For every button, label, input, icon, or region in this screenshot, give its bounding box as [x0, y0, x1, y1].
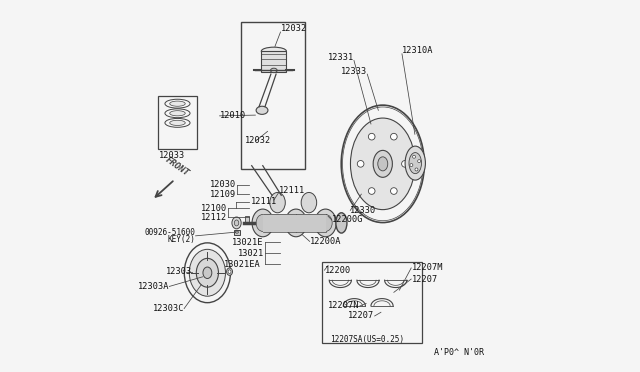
Ellipse shape: [196, 259, 218, 287]
Text: 12303A: 12303A: [138, 282, 170, 291]
Text: 12032: 12032: [280, 24, 307, 33]
Text: 12032: 12032: [244, 137, 271, 145]
Text: 12331: 12331: [328, 53, 354, 62]
Text: KEY(2): KEY(2): [168, 235, 196, 244]
Ellipse shape: [228, 270, 231, 273]
Bar: [245, 216, 250, 223]
Circle shape: [410, 164, 413, 167]
Ellipse shape: [271, 68, 277, 73]
Circle shape: [415, 168, 418, 171]
Text: 12200A: 12200A: [310, 237, 341, 246]
Ellipse shape: [203, 267, 212, 279]
Text: 12330: 12330: [350, 206, 376, 215]
Text: 12030: 12030: [209, 180, 236, 189]
Text: 12100: 12100: [201, 203, 227, 213]
Text: 12010: 12010: [220, 111, 246, 121]
Ellipse shape: [232, 217, 241, 229]
Ellipse shape: [252, 209, 273, 237]
Text: 00926-51600: 00926-51600: [145, 228, 196, 237]
Text: A'P0^ N'0R: A'P0^ N'0R: [434, 349, 484, 357]
Text: 12207N: 12207N: [328, 301, 360, 311]
Text: 12207: 12207: [348, 311, 374, 320]
Bar: [322, 262, 422, 343]
Text: 12303C: 12303C: [152, 304, 184, 313]
Ellipse shape: [285, 209, 307, 237]
Text: 12303: 12303: [166, 267, 192, 276]
Text: 12111: 12111: [251, 197, 277, 206]
Ellipse shape: [236, 231, 239, 233]
Ellipse shape: [336, 213, 347, 233]
Ellipse shape: [170, 111, 185, 116]
Text: FRONT: FRONT: [163, 155, 190, 178]
Ellipse shape: [301, 192, 317, 213]
Text: 12200: 12200: [324, 266, 351, 275]
Text: 12112: 12112: [201, 213, 227, 222]
Ellipse shape: [315, 209, 336, 237]
Ellipse shape: [351, 118, 415, 210]
Ellipse shape: [256, 214, 269, 231]
Ellipse shape: [261, 47, 287, 55]
Ellipse shape: [170, 120, 185, 125]
Bar: [234, 230, 239, 235]
Text: 12109: 12109: [209, 190, 236, 199]
Ellipse shape: [234, 220, 239, 226]
Text: 12111: 12111: [278, 186, 305, 195]
Ellipse shape: [170, 101, 185, 106]
Text: 12207SA(US=0.25): 12207SA(US=0.25): [330, 336, 404, 344]
Bar: [158, 96, 197, 149]
Bar: [261, 51, 287, 71]
Text: 12207: 12207: [412, 275, 438, 283]
Circle shape: [369, 133, 375, 140]
Ellipse shape: [405, 146, 426, 180]
Ellipse shape: [256, 106, 268, 114]
Circle shape: [390, 188, 397, 194]
Text: 12200G: 12200G: [332, 215, 364, 224]
Ellipse shape: [227, 268, 232, 275]
Ellipse shape: [373, 150, 392, 177]
Ellipse shape: [289, 214, 303, 231]
Text: 12333: 12333: [341, 67, 367, 76]
Polygon shape: [296, 214, 326, 232]
Polygon shape: [263, 214, 296, 232]
Text: 12310A: 12310A: [402, 46, 433, 55]
Circle shape: [413, 155, 415, 158]
Text: 13021: 13021: [237, 249, 264, 258]
Circle shape: [418, 160, 420, 163]
Circle shape: [401, 161, 408, 167]
Ellipse shape: [409, 153, 422, 174]
Text: 13021E: 13021E: [232, 238, 264, 247]
Circle shape: [357, 161, 364, 167]
Circle shape: [369, 188, 375, 194]
Ellipse shape: [378, 157, 388, 171]
Ellipse shape: [319, 214, 332, 231]
Text: 12033: 12033: [159, 151, 186, 160]
Bar: [241, 22, 305, 169]
Text: 13021EA: 13021EA: [223, 260, 260, 269]
Ellipse shape: [270, 192, 285, 213]
Text: 12207M: 12207M: [412, 263, 443, 272]
Ellipse shape: [189, 249, 225, 296]
Circle shape: [390, 133, 397, 140]
